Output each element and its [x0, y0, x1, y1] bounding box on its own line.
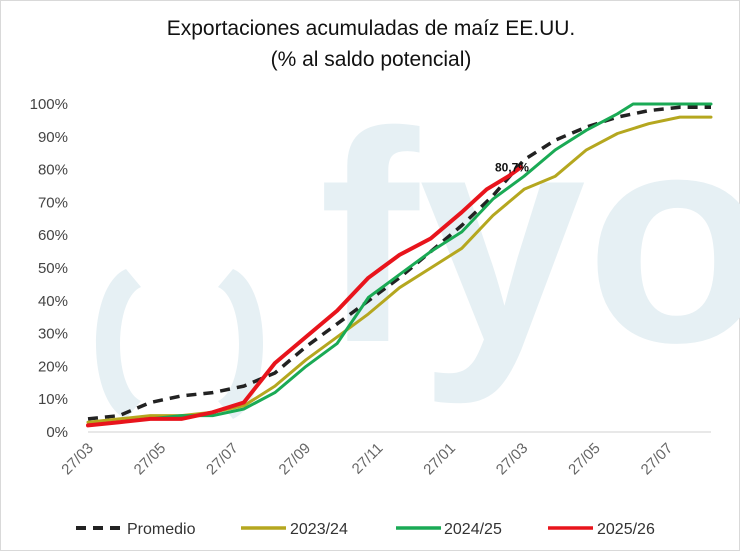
y-tick-label: 30% [38, 326, 68, 343]
y-tick-label: 40% [38, 293, 68, 310]
legend-label: 2024/25 [444, 521, 502, 538]
watermark: fyo [96, 69, 740, 419]
y-tick-label: 80% [38, 162, 68, 179]
x-tick-label: 27/09 [276, 440, 315, 479]
y-tick-label: 50% [38, 260, 68, 277]
watermark-arc-left [96, 269, 141, 419]
chart-title: Exportaciones acumuladas de maíz EE.UU. … [1, 13, 740, 75]
x-tick-label: 27/01 [420, 440, 459, 479]
chart-title-line-2: (% al saldo potencial) [270, 48, 472, 71]
legend-label: 2023/24 [290, 521, 348, 538]
y-tick-label: 20% [38, 358, 68, 375]
x-tick-label: 27/07 [638, 440, 677, 479]
y-tick-label: 100% [30, 96, 68, 113]
x-tick-label: 27/03 [58, 440, 97, 479]
x-tick-label: 27/05 [131, 440, 170, 479]
series-line-2025-26 [86, 165, 523, 428]
x-tick-label: 27/05 [565, 440, 604, 479]
y-tick-label: 10% [38, 391, 68, 408]
x-tick-label: 27/03 [493, 440, 532, 479]
chart-title-line-1: Exportaciones acumuladas de maíz EE.UU. [166, 17, 576, 40]
legend-label: Promedio [127, 521, 196, 538]
legend-label: 2025/26 [597, 521, 655, 538]
y-axis: 0% 10% 20% 30% 40% 50% 60% 70% 80% 90% 100% [30, 96, 68, 441]
x-tick-label: 27/07 [203, 440, 242, 479]
y-tick-label: 90% [38, 129, 68, 146]
y-tick-label: 60% [38, 227, 68, 244]
data-label-last-value: 80,7% [495, 160, 529, 174]
y-tick-label: 70% [38, 194, 68, 211]
x-tick-label: 27/11 [349, 440, 387, 478]
watermark-text: fyo [319, 69, 740, 407]
series-layer [86, 102, 713, 428]
legend: Promedio 2023/24 2024/25 2025/26 [76, 521, 655, 538]
watermark-arc-right [218, 269, 263, 419]
x-axis: 27/03 27/05 27/07 27/09 27/11 27/01 27/03 27/05… [58, 440, 676, 479]
y-tick-label: 0% [46, 424, 68, 441]
